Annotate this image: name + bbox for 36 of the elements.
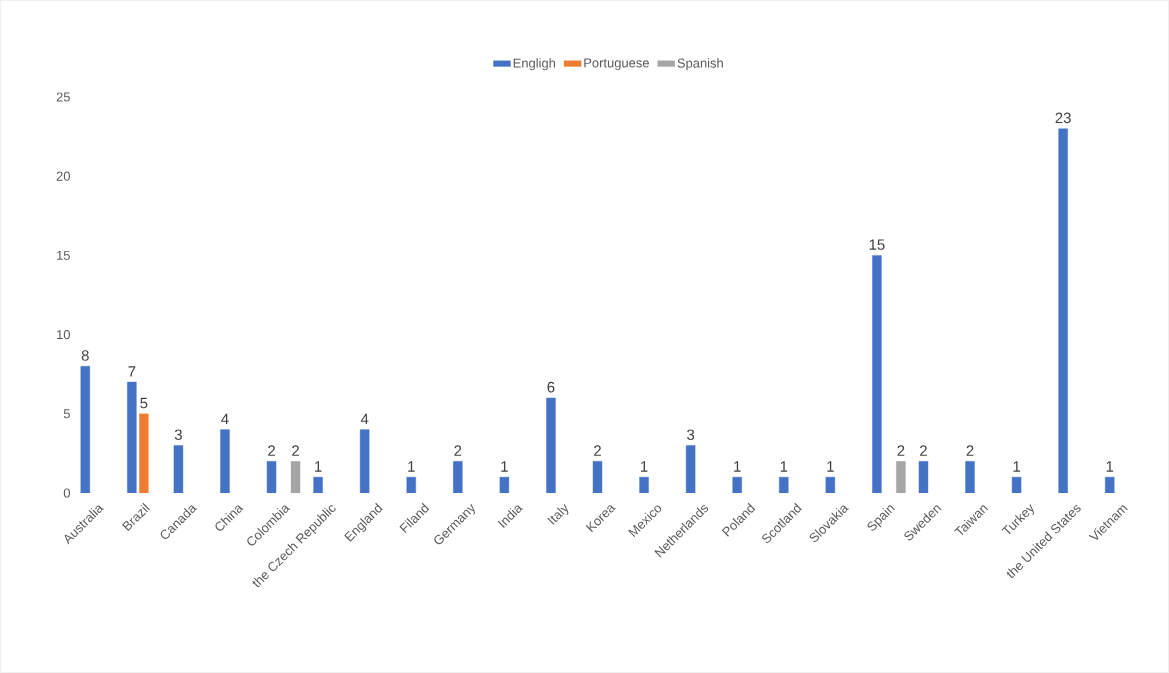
- data-label: 4: [360, 413, 369, 425]
- legend-label: Engligh: [513, 58, 556, 71]
- data-label: 23: [1055, 112, 1071, 124]
- data-label: 1: [408, 461, 415, 472]
- y-tick-label: 5: [63, 409, 70, 419]
- data-label: 8: [81, 350, 89, 361]
- data-label: 1: [1106, 461, 1114, 472]
- y-tick-label: 25: [56, 92, 70, 102]
- legend-label: Spanish: [677, 58, 723, 71]
- x-tick-label: Italy: [547, 504, 569, 525]
- data-label: 1: [641, 461, 648, 472]
- data-label: 7: [128, 366, 136, 377]
- y-tick-label: 20: [56, 171, 70, 181]
- data-label: 2: [268, 445, 275, 456]
- data-label: 2: [920, 445, 927, 456]
- data-label: 1: [315, 461, 322, 472]
- y-tick-label: 0: [63, 488, 70, 498]
- data-label: 6: [547, 381, 555, 393]
- data-label: 2: [292, 445, 299, 456]
- data-label: 2: [454, 445, 462, 456]
- data-label: 15: [869, 239, 885, 250]
- data-label: 1: [734, 461, 741, 472]
- data-label: 2: [594, 445, 601, 456]
- data-label: 1: [501, 461, 508, 472]
- y-tick-label: 10: [57, 330, 70, 340]
- data-label: 5: [140, 397, 148, 409]
- data-label: 4: [221, 413, 229, 425]
- data-label: 1: [827, 461, 834, 472]
- legend-label: Portuguese: [584, 58, 649, 71]
- data-label: 1: [1013, 461, 1021, 472]
- data-label: 1: [780, 461, 788, 472]
- data-label: 3: [687, 429, 695, 440]
- data-label: 2: [966, 445, 974, 456]
- y-tick-label: 15: [57, 250, 70, 260]
- data-label: 2: [897, 445, 905, 456]
- data-label: 3: [174, 429, 182, 440]
